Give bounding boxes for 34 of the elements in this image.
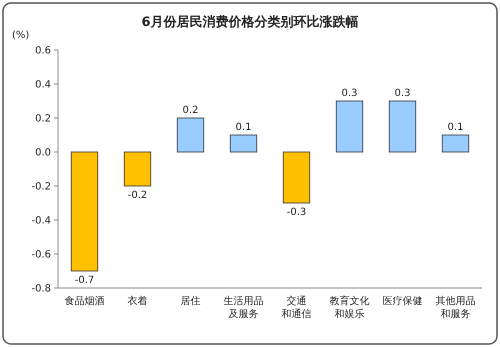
bar (70, 152, 98, 272)
x-tick-label: 其他用品和服务 (436, 295, 476, 320)
bar (336, 100, 364, 152)
bar (388, 100, 416, 152)
x-tick-label: 交通和通信 (282, 295, 312, 320)
x-tick-label: 居住 (180, 296, 200, 307)
y-tick-label: 0.0 (35, 148, 51, 158)
chart-title: 6月份居民消费价格分类别环比涨跌幅 (141, 15, 359, 30)
bar (230, 134, 258, 152)
data-label: 0.3 (394, 88, 410, 99)
y-tick-label: 0.6 (35, 46, 51, 56)
y-tick-label: -0.6 (31, 250, 51, 260)
data-label: 0.1 (448, 122, 464, 133)
data-label: -0.2 (128, 190, 148, 201)
bar (282, 152, 310, 204)
bar (442, 134, 470, 152)
y-tick-label: -0.4 (31, 216, 51, 226)
x-tick-label: 生活用品及服务 (224, 295, 264, 320)
x-tick-label: 食品烟酒 (64, 295, 104, 307)
x-tick-label: 衣着 (128, 295, 148, 307)
x-tick-label: 教育文化和娱乐 (330, 295, 370, 320)
bar (176, 118, 204, 152)
data-label: 0.3 (342, 88, 358, 99)
y-axis-title: (%) (12, 30, 30, 41)
y-tick-label: -0.2 (31, 182, 51, 192)
data-label: -0.3 (286, 207, 306, 218)
bar (124, 152, 152, 186)
data-label: -0.7 (74, 275, 94, 286)
data-label: 0.2 (182, 105, 198, 116)
data-label: 0.1 (236, 122, 252, 133)
x-tick-label: 医疗保健 (382, 295, 422, 307)
y-tick-label: 0.2 (35, 114, 51, 124)
y-tick-label: 0.4 (35, 80, 51, 90)
y-tick-label: -0.8 (31, 284, 51, 294)
